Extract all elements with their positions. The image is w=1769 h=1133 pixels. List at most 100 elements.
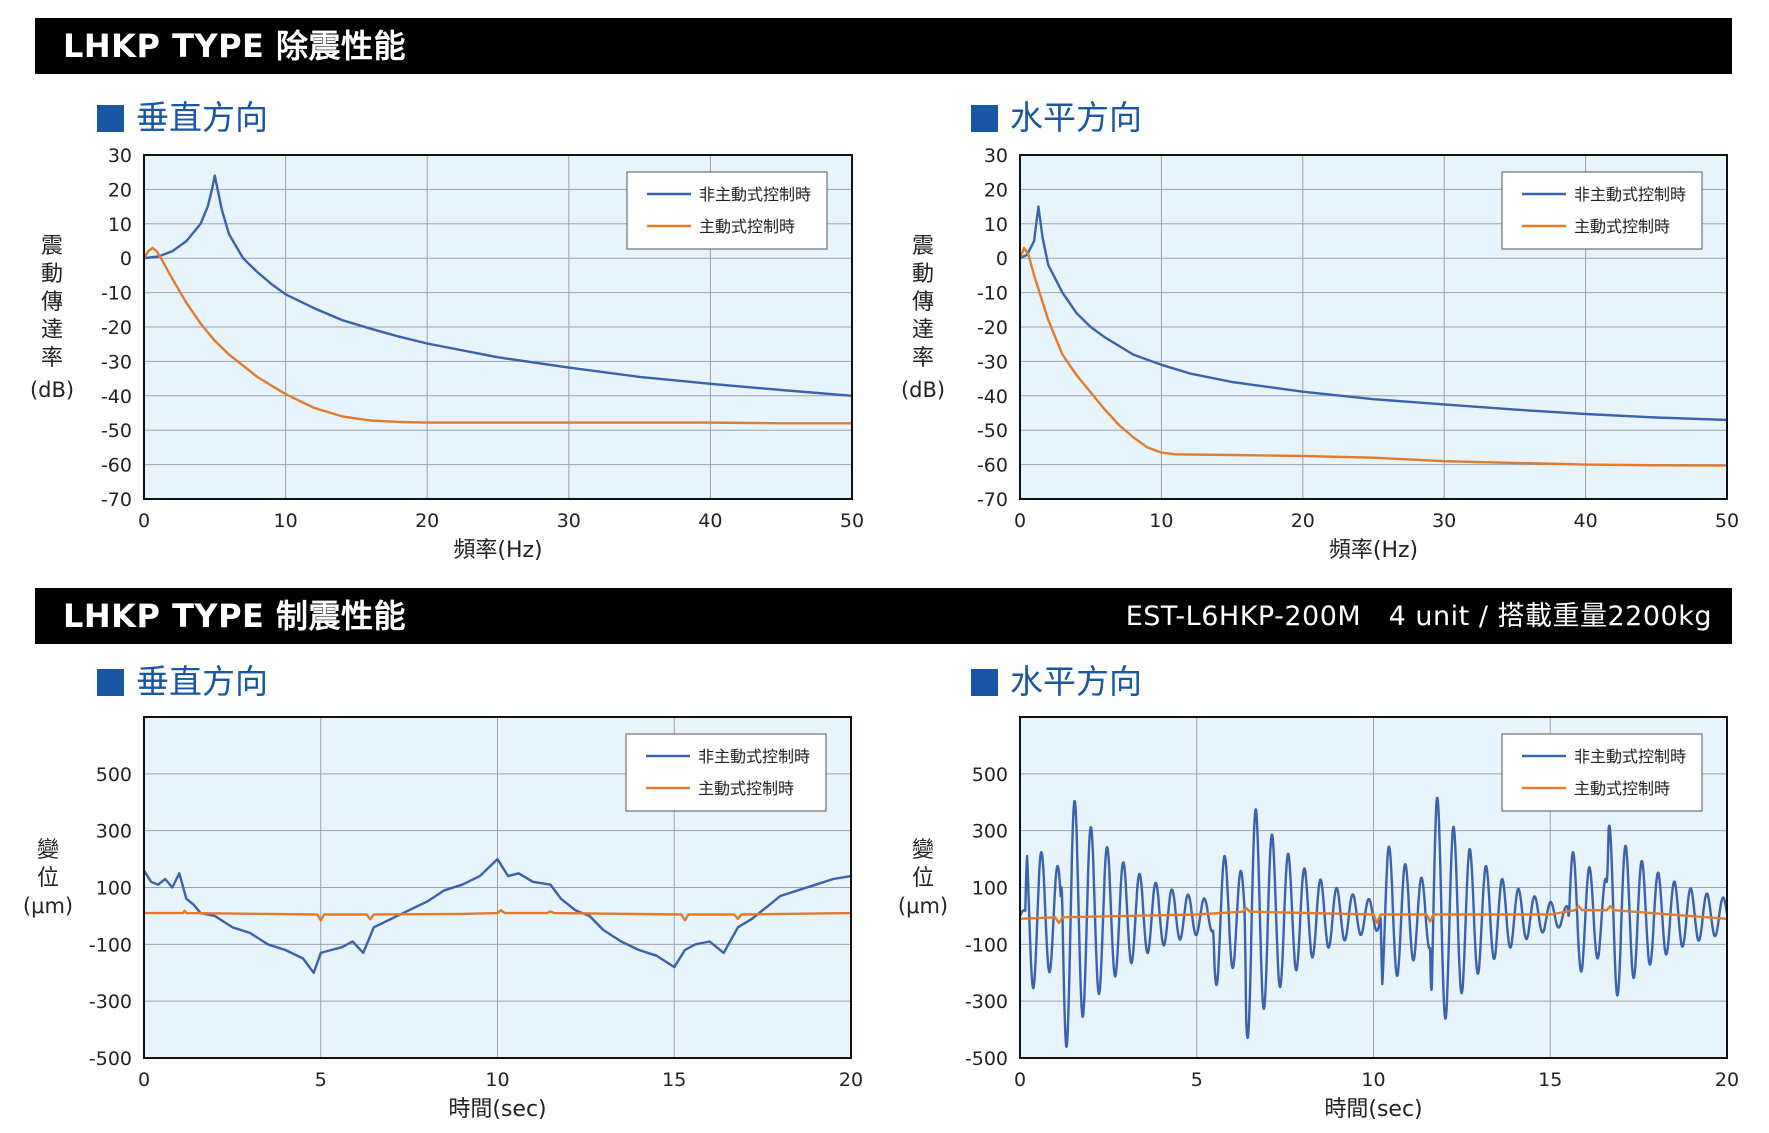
- y-tick-label: -300: [89, 991, 132, 1013]
- x-tick-label: 10: [274, 510, 298, 532]
- square-marker-icon: [97, 669, 124, 696]
- x-tick-label: 15: [662, 1069, 686, 1091]
- legend-box: [1501, 733, 1703, 812]
- x-axis-label: 頻率(Hz): [1329, 538, 1418, 563]
- damping-header-banner: LHKP TYPE 制震性能 EST-L6HKP-200M 4 unit / 搭…: [35, 588, 1732, 644]
- y-axis-label-char: 達: [912, 318, 934, 343]
- x-tick-label: 30: [557, 510, 581, 532]
- y-tick-label: -300: [965, 991, 1008, 1013]
- x-tick-label: 10: [1149, 510, 1173, 532]
- y-axis-label-char: 率: [41, 346, 63, 371]
- legend-label: 非主動式控制時: [699, 185, 811, 204]
- series-line-active: [144, 909, 852, 922]
- x-tick-label: 40: [1574, 510, 1598, 532]
- y-tick-label: 0: [996, 248, 1008, 270]
- subtitle-label: 垂直方向: [136, 662, 268, 701]
- y-tick-label: 20: [108, 179, 132, 201]
- x-axis-label: 時間(sec): [448, 1097, 546, 1122]
- x-tick-label: 0: [1014, 510, 1026, 532]
- y-tick-label: 300: [972, 821, 1008, 843]
- x-tick-label: 10: [485, 1069, 509, 1091]
- y-tick-label: -70: [977, 489, 1008, 511]
- legend-label: 主動式控制時: [1574, 779, 1670, 798]
- x-tick-label: 0: [138, 510, 150, 532]
- subtitle-isolation-horizontal: 水平方向: [971, 98, 1142, 138]
- legend-label: 主動式控制時: [698, 779, 794, 798]
- series-line-passive: [143, 174, 853, 397]
- x-axis-label: 時間(sec): [1324, 1097, 1422, 1122]
- y-tick-label: 500: [96, 764, 132, 786]
- legend-box: [625, 733, 827, 812]
- series-line-active: [1019, 904, 1728, 925]
- plot-frame: [143, 154, 853, 500]
- series-line-passive: [142, 857, 852, 974]
- y-axis-label-char: 震: [912, 234, 934, 259]
- y-tick-label: -10: [977, 283, 1008, 305]
- legend-label: 主動式控制時: [699, 217, 795, 236]
- x-tick-label: 20: [1291, 510, 1315, 532]
- subtitle-isolation-vertical: 垂直方向: [97, 98, 268, 138]
- y-tick-label: -40: [977, 386, 1008, 408]
- y-tick-label: 300: [96, 821, 132, 843]
- subtitle-damping-horizontal: 水平方向: [971, 662, 1142, 702]
- y-tick-label: -100: [965, 934, 1008, 956]
- y-tick-label: -70: [101, 489, 132, 511]
- legend-label: 非主動式控制時: [698, 747, 810, 766]
- x-tick-label: 10: [1361, 1069, 1385, 1091]
- y-axis-unit-label: (μm): [898, 894, 948, 918]
- y-axis-label-char: 位: [912, 866, 934, 891]
- y-tick-label: 100: [972, 878, 1008, 900]
- y-tick-label: -60: [977, 455, 1008, 477]
- subtitle-damping-vertical: 垂直方向: [97, 662, 268, 702]
- y-axis-label-char: 傳: [912, 290, 934, 315]
- y-axis-label-char: 震: [41, 234, 63, 259]
- series-line-active: [1018, 246, 1728, 467]
- legend-box: [626, 171, 828, 250]
- y-axis-label-char: 位: [37, 866, 59, 891]
- y-tick-label: -30: [101, 351, 132, 373]
- x-tick-label: 40: [698, 510, 722, 532]
- x-axis-label: 頻率(Hz): [453, 538, 542, 563]
- legend-label: 主動式控制時: [1574, 217, 1670, 236]
- y-tick-label: -30: [977, 351, 1008, 373]
- y-tick-label: 0: [120, 248, 132, 270]
- x-tick-label: 0: [1014, 1069, 1026, 1091]
- grid-lines: [143, 154, 853, 500]
- y-tick-label: 20: [984, 179, 1008, 201]
- plot-frame: [143, 716, 852, 1059]
- x-tick-label: 15: [1538, 1069, 1562, 1091]
- y-tick-label: 30: [108, 145, 132, 167]
- y-axis-label-char: 變: [37, 838, 59, 863]
- y-tick-label: -10: [101, 283, 132, 305]
- y-tick-label: -500: [89, 1048, 132, 1070]
- isolation-header-banner: LHKP TYPE 除震性能: [35, 18, 1732, 74]
- square-marker-icon: [971, 105, 998, 132]
- y-axis-unit-label: (μm): [23, 894, 73, 918]
- y-tick-label: 10: [984, 214, 1008, 236]
- y-axis-label-char: 動: [41, 262, 63, 287]
- x-tick-label: 20: [839, 1069, 863, 1091]
- y-axis-unit-label: (dB): [901, 378, 945, 402]
- y-tick-label: -500: [965, 1048, 1008, 1070]
- series-line-passive: [1018, 796, 1729, 1048]
- series-line-passive: [1019, 205, 1728, 422]
- y-axis-unit-label: (dB): [30, 378, 74, 402]
- x-tick-label: 0: [138, 1069, 150, 1091]
- legend-label: 非主動式控制時: [1574, 185, 1686, 204]
- y-axis-label-char: 傳: [41, 290, 63, 315]
- y-axis-label-char: 動: [912, 262, 934, 287]
- y-tick-label: -20: [977, 317, 1008, 339]
- x-tick-label: 30: [1432, 510, 1456, 532]
- x-tick-label: 20: [1715, 1069, 1739, 1091]
- x-tick-label: 50: [1715, 510, 1739, 532]
- y-tick-label: -100: [89, 934, 132, 956]
- x-tick-label: 5: [315, 1069, 327, 1091]
- y-tick-label: 500: [972, 764, 1008, 786]
